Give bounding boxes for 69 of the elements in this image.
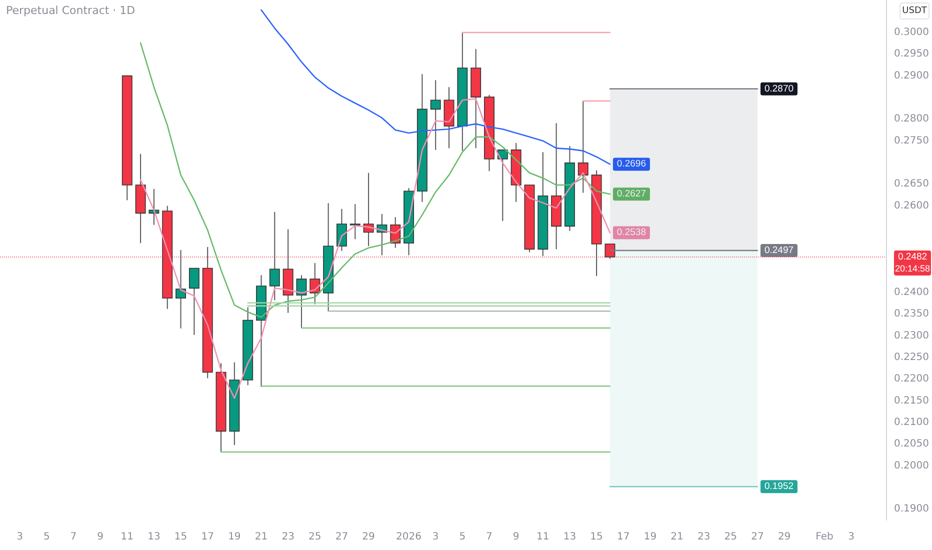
candlestick xyxy=(336,208,347,252)
x-tick-label: 29 xyxy=(362,532,375,542)
x-tick-label: 7 xyxy=(486,532,492,542)
x-tick-label: 23 xyxy=(697,532,710,542)
y-tick-label: 0.2350 xyxy=(894,308,930,320)
x-tick-label: 25 xyxy=(308,532,322,542)
data-label: 0.2696 xyxy=(616,158,646,170)
data-label: 0.2497 xyxy=(764,244,794,256)
x-tick-label: 5 xyxy=(459,532,466,542)
y-tick-label: 0.2900 xyxy=(894,70,930,82)
y-tick-label: 0.1900 xyxy=(894,504,930,515)
y-tick-label: 0.2250 xyxy=(894,352,930,363)
x-tick-label: 11 xyxy=(120,532,134,542)
line-series xyxy=(260,9,611,165)
x-tick-label: 27 xyxy=(751,532,764,542)
y-tick-label: 0.2950 xyxy=(894,48,930,60)
candlestick xyxy=(269,211,280,301)
x-tick-label: 23 xyxy=(282,532,294,542)
data-label: 0.2538 xyxy=(616,227,646,238)
candlestick xyxy=(430,80,441,150)
x-tick-label: Feb xyxy=(816,532,834,542)
y-tick-label: 0.2300 xyxy=(894,330,930,342)
x-tick-label: 17 xyxy=(616,532,630,542)
x-tick-label: 27 xyxy=(335,532,348,542)
y-axis-title: USDT xyxy=(902,6,928,16)
y-tick-label: 0.2150 xyxy=(894,395,930,406)
y-tick-label: 0.2400 xyxy=(894,287,930,298)
x-tick-label: 15 xyxy=(174,532,188,542)
x-tick-label: 3 xyxy=(16,532,24,542)
x-tick-label: 2026 xyxy=(396,532,422,542)
y-tick-label: 0.2200 xyxy=(894,374,930,385)
line-series xyxy=(140,98,611,399)
candlestick xyxy=(176,250,186,329)
candlestick xyxy=(350,204,360,240)
x-tick-label: 11 xyxy=(536,532,550,542)
y-tick-label: 0.2000 xyxy=(894,460,930,472)
data-label: 0.1952 xyxy=(764,481,794,492)
ref-line-label: 0.2482 xyxy=(898,251,928,262)
x-tick-label: 7 xyxy=(70,532,77,542)
x-tick-label: 17 xyxy=(201,532,214,542)
x-tick-label: 3 xyxy=(432,532,439,542)
y-tick-label: 0.2050 xyxy=(894,438,930,450)
y-tick-label: 0.2100 xyxy=(894,417,930,428)
candlestick xyxy=(578,100,588,194)
y-tick-label: 0.2750 xyxy=(894,135,930,146)
x-tick-label: 19 xyxy=(228,532,241,542)
x-tick-label: 15 xyxy=(590,532,603,542)
x-tick-label: 21 xyxy=(670,532,684,542)
y-tick-label: 0.2650 xyxy=(894,178,930,190)
x-tick-label: 13 xyxy=(148,532,160,542)
x-tick-label: 13 xyxy=(563,532,576,542)
y-tick-label: 0.2600 xyxy=(894,200,930,212)
text: 20:14:58 xyxy=(894,263,930,274)
x-tick-label: 29 xyxy=(778,532,791,542)
x-tick-label: 5 xyxy=(43,532,50,542)
x-tick-label: 21 xyxy=(254,532,268,542)
chart-title: Perpetual Contract · 1D xyxy=(6,4,136,17)
candlestick xyxy=(604,243,616,260)
x-tick-label: 3 xyxy=(848,532,855,542)
x-tick-label: 9 xyxy=(512,532,520,542)
data-label: 0.2870 xyxy=(764,83,794,94)
candlestick xyxy=(188,268,200,336)
x-tick-label: 9 xyxy=(97,532,104,542)
line-series xyxy=(140,42,611,318)
y-tick-label: 0.2800 xyxy=(894,114,930,125)
x-tick-label: 25 xyxy=(724,532,738,542)
data-label: 0.2627 xyxy=(616,188,646,200)
x-tick-label: 19 xyxy=(644,532,657,542)
y-tick-label: 0.3000 xyxy=(894,27,930,38)
